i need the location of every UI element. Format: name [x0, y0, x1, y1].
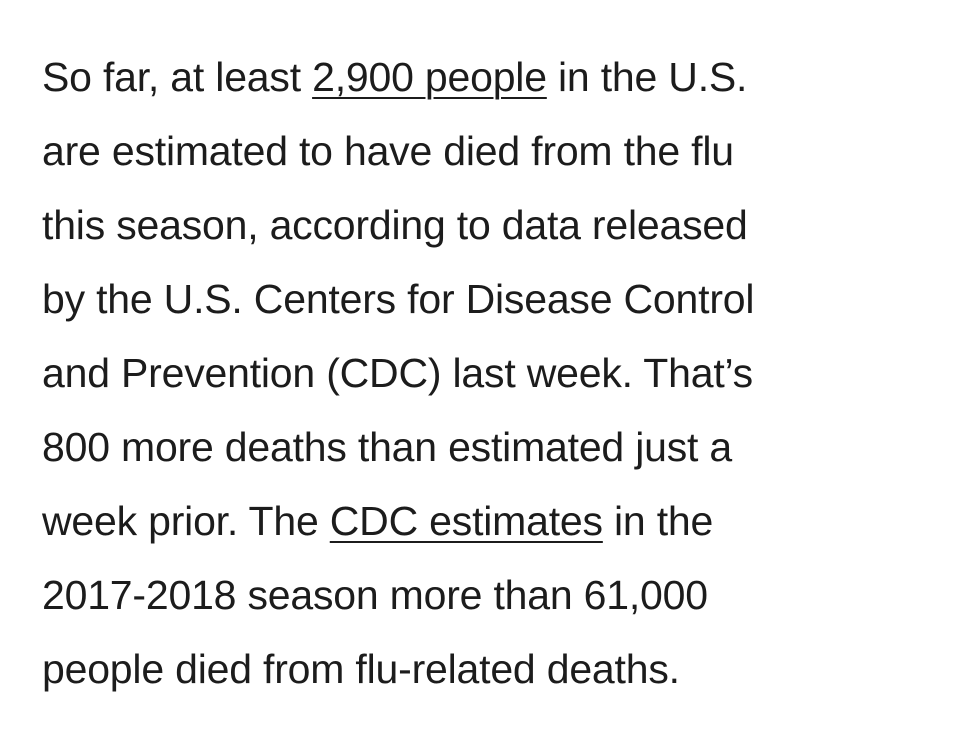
- paragraph-line-6: 800 more deaths than estimated just a: [42, 424, 733, 470]
- paragraph-line-2: are estimated to have died from the flu: [42, 128, 734, 174]
- cdc-estimates-link[interactable]: CDC estimates: [329, 498, 603, 544]
- paragraph-line-5: and Prevention (CDC) last week. That’s: [42, 350, 753, 396]
- line-1-text-before: So far, at least: [42, 54, 313, 100]
- paragraph-line-9: people died from flu-related deaths.: [42, 646, 680, 692]
- line-1-text-after: in the U.S.: [546, 54, 748, 100]
- article-paragraph: So far, at least 2,900 people in the U.S…: [42, 40, 962, 706]
- paragraph-line-4: by the U.S. Centers for Disease Control: [42, 276, 755, 322]
- 2900-people-link[interactable]: 2,900 people: [312, 54, 547, 100]
- paragraph-line-3: this season, according to data released: [42, 202, 748, 248]
- paragraph-line-7: week prior. The CDC estimates in the: [42, 484, 962, 558]
- line-7-text-after: in the: [602, 498, 714, 544]
- line-7-text-before: week prior. The: [42, 498, 330, 544]
- paragraph-line-1: So far, at least 2,900 people in the U.S…: [42, 40, 962, 114]
- paragraph-line-8: 2017-2018 season more than 61,000: [42, 572, 708, 618]
